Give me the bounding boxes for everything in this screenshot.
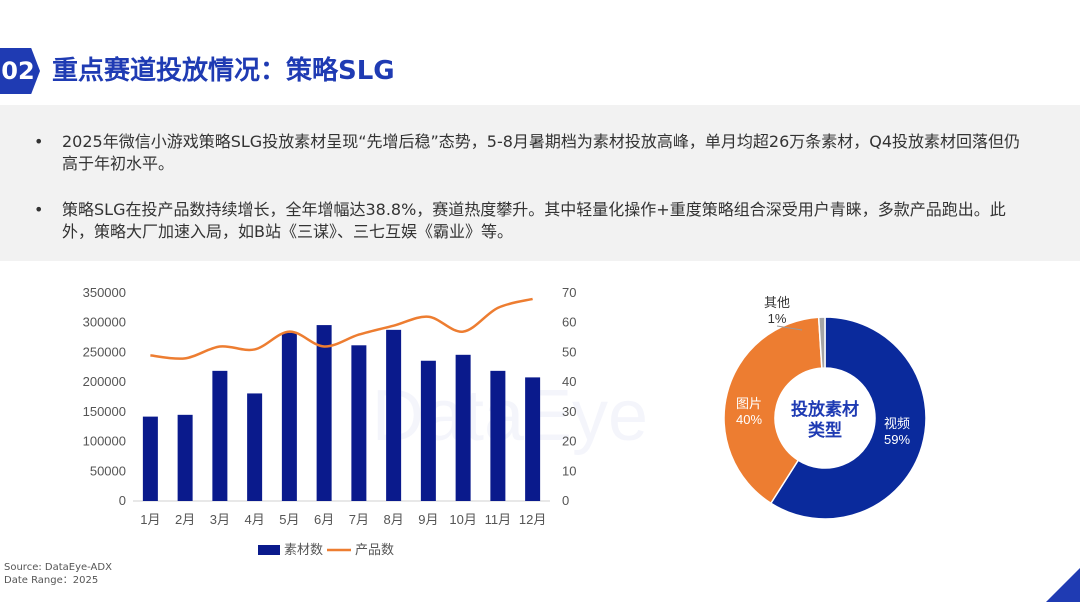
y-left-tick-label: 100000 <box>83 434 126 449</box>
bar-6 <box>316 325 332 501</box>
legend-label: 素材数 <box>284 542 323 557</box>
x-tick-label: 7月 <box>349 512 369 527</box>
y-right-tick-label: 50 <box>562 344 576 359</box>
y-left-tick-label: 150000 <box>83 404 126 419</box>
summary-panel <box>0 105 1080 261</box>
y-right-tick-label: 40 <box>562 374 576 389</box>
x-tick-label: 8月 <box>384 512 404 527</box>
pie-value-label: 40% <box>736 412 762 427</box>
x-tick-label: 9月 <box>418 512 438 527</box>
pie-label: 视频 <box>884 416 910 431</box>
bar-12 <box>525 377 541 501</box>
source-note: Source: DataEye-ADX Date Range：2025 <box>4 561 112 587</box>
combo-chart: 3500003000002500002000001500001000005000… <box>83 285 577 557</box>
bar-8 <box>386 329 402 501</box>
pie-value-label: 1% <box>768 311 787 326</box>
pie-center-label: 类型 <box>808 420 842 440</box>
x-tick-label: 11月 <box>485 512 512 527</box>
legend-label: 产品数 <box>355 542 394 557</box>
y-left-tick-label: 300000 <box>83 315 126 330</box>
y-left-tick-label: 250000 <box>83 344 126 359</box>
bar-4 <box>247 393 263 501</box>
bar-7 <box>351 345 367 501</box>
pie-leader-line <box>776 325 803 331</box>
x-tick-label: 2月 <box>175 512 195 527</box>
pie-center-label: 投放素材 <box>791 399 859 419</box>
pie-slice-1 <box>769 316 927 520</box>
pie-label: 图片 <box>736 396 762 411</box>
legend-swatch-bar <box>258 545 280 555</box>
summary-point-2: • 策略SLG在投产品数持续增长，全年增幅达38.8%，赛道热度攀升。其中轻量化… <box>34 199 1034 243</box>
x-tick-label: 6月 <box>314 512 334 527</box>
summary-point-text: 2025年微信小游戏策略SLG投放素材呈现“先增后稳”态势，5-8月暑期档为素材… <box>62 132 1021 173</box>
y-left-tick-label: 350000 <box>83 285 126 300</box>
x-tick-label: 5月 <box>279 512 299 527</box>
x-tick-label: 4月 <box>245 512 265 527</box>
x-tick-label: 12月 <box>519 512 546 527</box>
x-tick-label: 1月 <box>140 512 160 527</box>
y-right-tick-label: 20 <box>562 434 576 449</box>
pie-label: 其他 <box>764 295 790 310</box>
bar-10 <box>455 354 471 501</box>
source-text: Source: DataEye-ADX <box>4 562 112 573</box>
pie-slice-2 <box>723 316 823 505</box>
y-left-tick-label: 0 <box>119 493 126 508</box>
y-right-tick-label: 70 <box>562 285 576 300</box>
bar-2 <box>177 414 193 501</box>
bar-9 <box>420 360 436 501</box>
summary-point-1: • 2025年微信小游戏策略SLG投放素材呈现“先增后稳”态势，5-8月暑期档为… <box>34 131 1034 175</box>
x-tick-label: 10月 <box>449 512 476 527</box>
y-left-tick-label: 200000 <box>83 374 126 389</box>
y-left-tick-label: 50000 <box>90 463 126 478</box>
y-right-tick-label: 0 <box>562 493 569 508</box>
pie-value-label: 59% <box>884 432 910 447</box>
y-right-tick-label: 60 <box>562 315 576 330</box>
bar-5 <box>281 332 297 501</box>
y-right-tick-label: 30 <box>562 404 576 419</box>
bar-11 <box>490 370 506 501</box>
series-line-product-count <box>150 297 533 360</box>
pie-slice-3 <box>817 316 826 369</box>
date-range-text: Date Range：2025 <box>4 575 99 586</box>
section-badge <box>0 48 40 94</box>
section-number: 02 <box>1 57 35 85</box>
page-title: 重点赛道投放情况：策略SLG <box>52 56 395 86</box>
bullet-dot: • <box>34 200 44 219</box>
watermark: DataEye <box>372 376 648 456</box>
x-tick-label: 3月 <box>210 512 230 527</box>
y-right-tick-label: 10 <box>562 463 576 478</box>
bar-1 <box>142 416 158 501</box>
bar-3 <box>212 370 228 501</box>
bullet-dot: • <box>34 132 44 151</box>
summary-point-text: 策略SLG在投产品数持续增长，全年增幅达38.8%，赛道热度攀升。其中轻量化操作… <box>62 200 1006 241</box>
